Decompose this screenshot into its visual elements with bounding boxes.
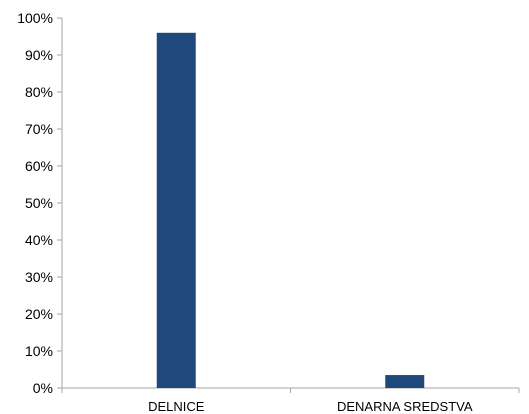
x-axis xyxy=(61,387,520,393)
y-tick-label: 30% xyxy=(25,269,53,285)
y-tick-label: 90% xyxy=(25,47,53,63)
x-tick-label: DELNICE xyxy=(148,399,205,414)
y-tick-label: 40% xyxy=(25,232,53,248)
y-axis: 0% 10% 20% 30% 40% 50% 60% 70% 80% 90% 100% xyxy=(17,10,63,396)
y-tick-label: 50% xyxy=(25,195,53,211)
x-tick-labels: DELNICE DENARNA SREDSTVA xyxy=(148,399,473,414)
x-tick-label: DENARNA SREDSTVA xyxy=(337,399,473,414)
y-tick-label: 60% xyxy=(25,158,53,174)
y-tick-label: 100% xyxy=(17,10,53,26)
y-tick-label: 10% xyxy=(25,343,53,359)
y-tick-label: 80% xyxy=(25,84,53,100)
bar xyxy=(385,375,425,388)
bar xyxy=(156,32,196,389)
y-tick-label: 20% xyxy=(25,306,53,322)
y-tick-label: 70% xyxy=(25,121,53,137)
y-tick-label: 0% xyxy=(33,380,53,396)
bars xyxy=(156,32,425,389)
